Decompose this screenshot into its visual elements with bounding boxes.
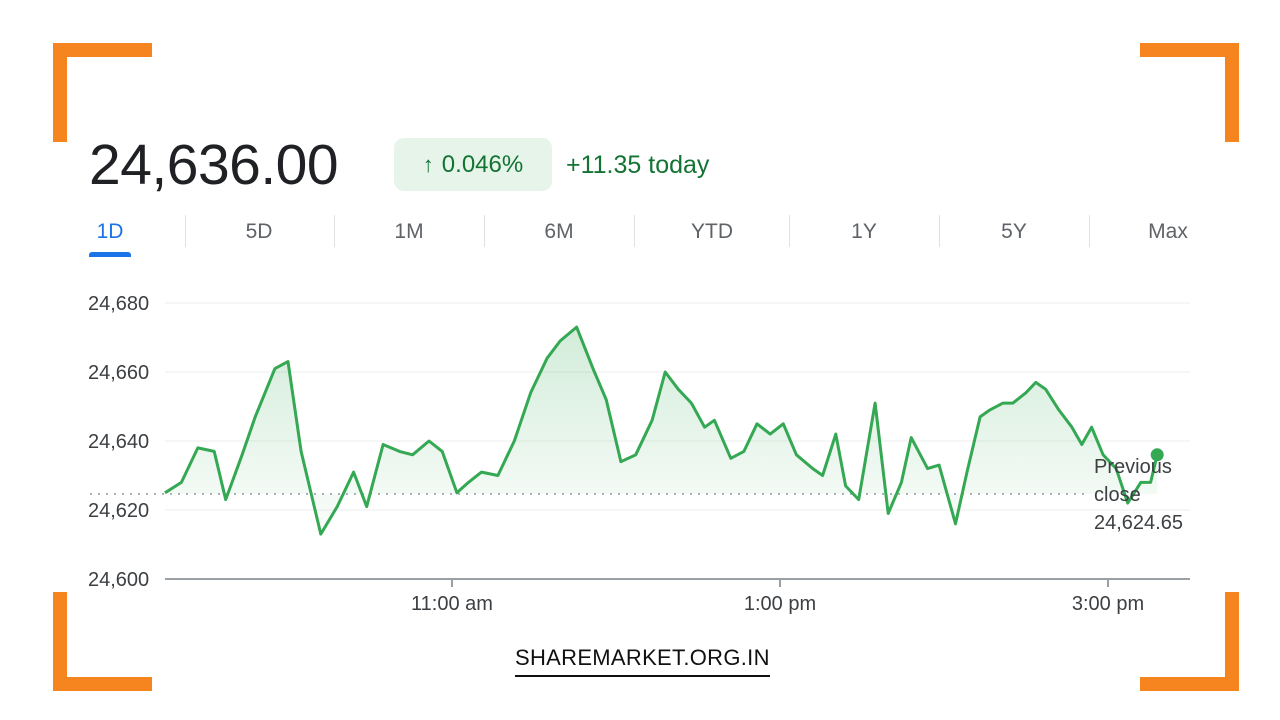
frame-corner-bottom-right	[1140, 592, 1239, 691]
site-footer-link[interactable]: SHAREMARKET.ORG.IN	[515, 645, 770, 677]
previous-close-label: close	[1094, 484, 1141, 506]
tab-divider	[634, 215, 635, 247]
x-tick-label: 3:00 pm	[1072, 593, 1144, 615]
change-percent-badge: ↑ 0.046%	[394, 138, 552, 191]
y-tick-label: 24,660	[88, 362, 149, 384]
x-axis-ticks: 11:00 am 1:00 pm 3:00 pm	[411, 579, 1144, 615]
active-tab-indicator	[89, 252, 131, 257]
tab-ytd[interactable]: YTD	[691, 220, 733, 243]
range-tabs: 1D 5D 1M 6M YTD 1Y 5Y Max	[0, 212, 1280, 262]
frame-corner-bottom-left	[53, 592, 152, 691]
y-tick-label: 24,620	[88, 500, 149, 522]
tab-5y[interactable]: 5Y	[1001, 220, 1027, 243]
x-tick-label: 11:00 am	[411, 593, 493, 615]
tab-1d[interactable]: 1D	[96, 220, 124, 243]
change-today: +11.35 today	[566, 151, 710, 179]
tab-divider	[789, 215, 790, 247]
tab-1m[interactable]: 1M	[394, 220, 424, 243]
y-tick-label: 24,680	[88, 293, 149, 315]
tab-divider	[334, 215, 335, 247]
current-price: 24,636.00	[89, 133, 339, 197]
tab-5d[interactable]: 5D	[245, 220, 273, 243]
arrow-up-icon: ↑	[422, 151, 434, 177]
x-tick-label: 1:00 pm	[744, 593, 816, 615]
tab-max[interactable]: Max	[1148, 220, 1188, 243]
tab-divider	[939, 215, 940, 247]
y-axis-ticks: 24,600 24,620 24,640 24,660 24,680	[88, 293, 149, 591]
y-tick-label: 24,600	[88, 569, 149, 591]
tab-divider	[484, 215, 485, 247]
series-area	[165, 327, 1158, 535]
tab-6m[interactable]: 6M	[544, 220, 574, 243]
previous-close-label: Previous	[1094, 456, 1172, 478]
frame-corner-top-left	[53, 43, 152, 142]
tab-divider	[1089, 215, 1090, 247]
series-line	[164, 325, 1159, 536]
previous-close-value: 24,624.65	[1094, 512, 1183, 534]
frame-corner-top-right	[1140, 43, 1239, 142]
y-tick-label: 24,640	[88, 431, 149, 453]
change-percent: 0.046%	[441, 150, 524, 178]
tab-1y[interactable]: 1Y	[851, 220, 877, 243]
tab-divider	[185, 215, 186, 247]
last-point-marker	[1150, 448, 1164, 462]
